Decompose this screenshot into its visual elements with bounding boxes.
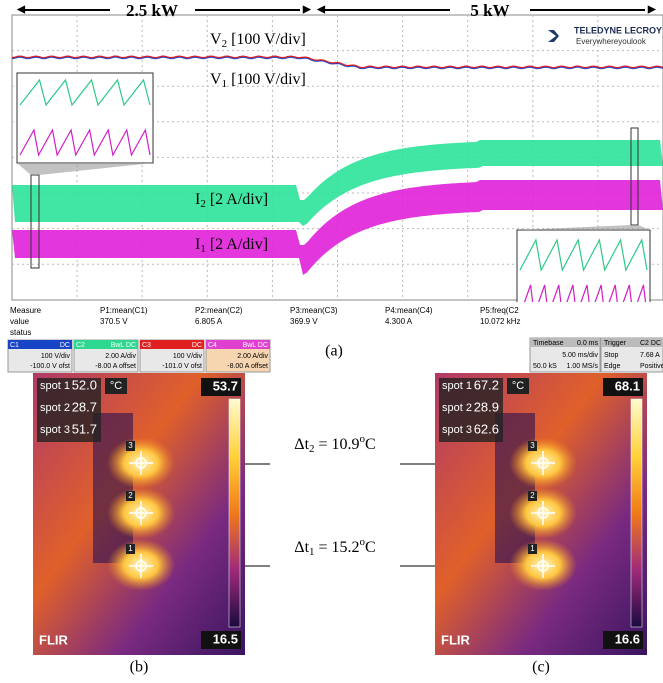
spot-marker: 1 — [530, 544, 535, 553]
channel-offset: -100.0 V ofst — [30, 363, 70, 370]
spot-value: 51.7 — [72, 421, 97, 436]
arrow-left: ◄ — [14, 1, 28, 17]
caption: (a) — [325, 343, 343, 360]
trace-label: I2 [2 A/div] — [195, 191, 268, 210]
arrow-right: ► — [300, 1, 314, 17]
spot-label: spot 2 — [442, 402, 472, 414]
measure-value: 370.5 V — [100, 317, 128, 326]
spot-marker: 3 — [530, 441, 535, 450]
logo: FLIR — [39, 632, 68, 647]
spot-value: 52.0 — [72, 377, 97, 392]
channel-scale: 2.00 A/div — [105, 353, 136, 360]
channel-name: C4 — [208, 342, 217, 349]
channel-scale: 2.00 A/div — [237, 353, 268, 360]
brand-tagline: Everywhereyoulook — [576, 37, 647, 46]
spot-value: 62.6 — [474, 421, 499, 436]
measure-header: P3:mean(C3) — [290, 306, 338, 315]
min-value: 16.5 — [213, 631, 238, 646]
annotation: Δt1 = 15.2oC — [294, 536, 375, 558]
arrow-left: ◄ — [314, 1, 328, 17]
channel-offset: -101.0 V ofst — [162, 363, 202, 370]
trace-label: I1 [2 A/div] — [195, 236, 268, 255]
power-left: 2.5 kW — [126, 1, 178, 20]
timebase-scale: 5.00 ms/div — [562, 352, 598, 359]
arrow-right: ► — [645, 1, 659, 17]
spot-marker: 3 — [128, 441, 133, 450]
channel-name: C2 — [76, 342, 85, 349]
colorbar — [229, 399, 240, 627]
trigger-type: Edge — [604, 363, 620, 370]
max-value: 53.7 — [213, 378, 238, 393]
spot-marker: 2 — [530, 491, 535, 500]
timebase-label: Timebase — [533, 340, 564, 347]
trigger-slope: Positive — [640, 363, 663, 370]
channel-coupling: DC — [60, 342, 70, 349]
measure-header: P4:mean(C4) — [385, 306, 433, 315]
caption: (b) — [130, 659, 149, 676]
annotation: Δt2 = 10.9oC — [294, 433, 375, 455]
spot-label: spot 1 — [442, 380, 472, 392]
unit: °C — [110, 380, 122, 392]
channel-offset: -8.00 A offset — [227, 363, 268, 370]
channel-coupling: DC — [192, 342, 202, 349]
thermal-image: spot 152.0 1 spot 228.7 2 spot 351.7 3 °C 53.7 1… — [33, 373, 245, 655]
channel-name: C3 — [142, 342, 151, 349]
spot-label: spot 3 — [442, 424, 472, 436]
channel-coupling: BwL DC — [243, 342, 268, 349]
spot-value: 67.2 — [474, 377, 499, 392]
measure-header: P5:freq(C2 — [480, 306, 519, 315]
colorbar — [631, 399, 642, 627]
measure-value: 369.9 V — [290, 317, 318, 326]
trigger-label: Trigger — [604, 340, 627, 347]
logo: FLIR — [441, 632, 470, 647]
spot-marker: 2 — [128, 491, 133, 500]
timebase-delay: 0.0 ms — [577, 340, 599, 347]
channel-scale: 100 V/div — [41, 353, 71, 360]
page: { "scope": { "power_left": "2.5 kW", "po… — [0, 0, 663, 683]
channel-offset: -8.00 A offset — [95, 363, 136, 370]
measure-header: Measure — [10, 306, 42, 315]
trigger-mode: Stop — [604, 352, 619, 359]
spot-marker: 1 — [128, 544, 133, 553]
measure-header: P1:mean(C1) — [100, 306, 148, 315]
caption: (c) — [532, 659, 550, 676]
measure-status: status — [10, 328, 31, 337]
min-value: 16.6 — [615, 631, 640, 646]
timebase-samples: 50.0 kS — [533, 363, 557, 370]
channel-name: C1 — [10, 342, 19, 349]
power-right: 5 kW — [470, 1, 509, 20]
brand: TELEDYNE LECROY — [574, 25, 662, 35]
measure-value: 6.805 A — [195, 317, 223, 326]
trigger-source: C2 DC — [640, 340, 661, 347]
channel-scale: 100 V/div — [173, 353, 203, 360]
measure-header: P2:mean(C2) — [195, 306, 243, 315]
spot-label: spot 2 — [40, 402, 70, 414]
spot-label: spot 1 — [40, 380, 70, 392]
measure-value: 4.300 A — [385, 317, 413, 326]
spot-value: 28.9 — [474, 399, 499, 414]
measure-value: 10.072 kHz — [480, 317, 520, 326]
unit: °C — [512, 380, 524, 392]
timebase-rate: 1.00 MS/s — [566, 363, 598, 370]
channel-coupling: BwL DC — [111, 342, 136, 349]
measure-value: value — [10, 317, 30, 326]
figure: ◄ 2.5 kW ► ◄ 5 kW ► TELEDYNE LECROY Ever… — [0, 0, 663, 683]
spot-value: 28.7 — [72, 399, 97, 414]
spot-label: spot 3 — [40, 424, 70, 436]
max-value: 68.1 — [615, 378, 640, 393]
trigger-level: 7.68 A — [640, 352, 660, 359]
